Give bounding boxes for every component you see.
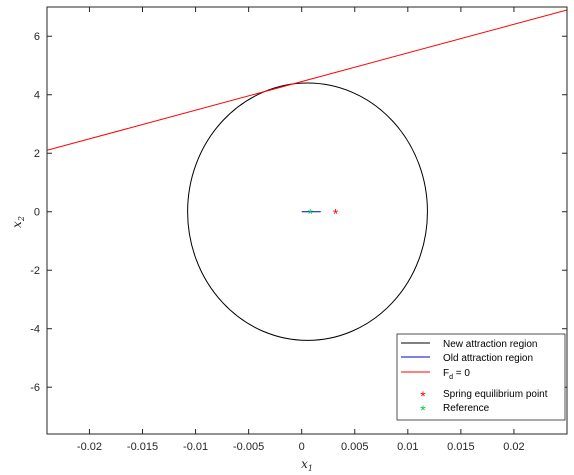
y-tick-label: -6 [30,382,40,394]
y-axis-label: x2 [10,216,26,228]
legend-label-fd-zero: Fd = 0 [443,368,470,381]
x-tick-label: 0.01 [397,441,418,453]
marker-reference: * [307,206,313,222]
x-tick-label: -0.005 [233,441,264,453]
legend-label-new-attraction-region: New attraction region [443,339,538,350]
legend-marker-reference: * [420,402,426,418]
data-layer: ** [47,9,567,341]
y-tick-label: 4 [34,90,40,102]
x-tick-label: -0.015 [127,441,158,453]
x-axis-ticks: -0.02 -0.015 -0.01 -0.005 0 0.005 0.01 0.015 0.0… [77,7,525,453]
y-tick-label: 2 [34,148,40,160]
y-axis-ticks: -6 -4 -2 0 2 4 6 [30,31,567,394]
y-tick-label: -4 [30,324,40,336]
y-tick-label: 0 [34,207,40,219]
x-axis-label: x1 [301,457,313,473]
x-tick-label: 0 [299,441,305,453]
x-tick-label: -0.01 [183,441,208,453]
x-tick-label: 0.005 [341,441,369,453]
legend: New attraction region Old attraction reg… [396,333,566,421]
legend-label-spring-equilibrium: Spring equilibrium point [443,389,548,400]
y-tick-label: -2 [30,265,40,277]
x-tick-label: 0.015 [447,441,475,453]
series-fd-zero-line [47,9,567,151]
series-new-attraction-region [187,82,428,341]
x-tick-label: 0.02 [503,441,524,453]
y-tick-label: 6 [34,31,40,43]
marker-spring-equilibrium-point: * [333,206,339,222]
legend-label-reference: Reference [443,403,490,414]
x-tick-label: -0.02 [77,441,102,453]
legend-label-old-attraction-region: Old attraction region [443,353,533,364]
legend-box [396,333,566,421]
legend-marker-spring-equilibrium: * [420,388,426,404]
axes-box [46,6,568,435]
